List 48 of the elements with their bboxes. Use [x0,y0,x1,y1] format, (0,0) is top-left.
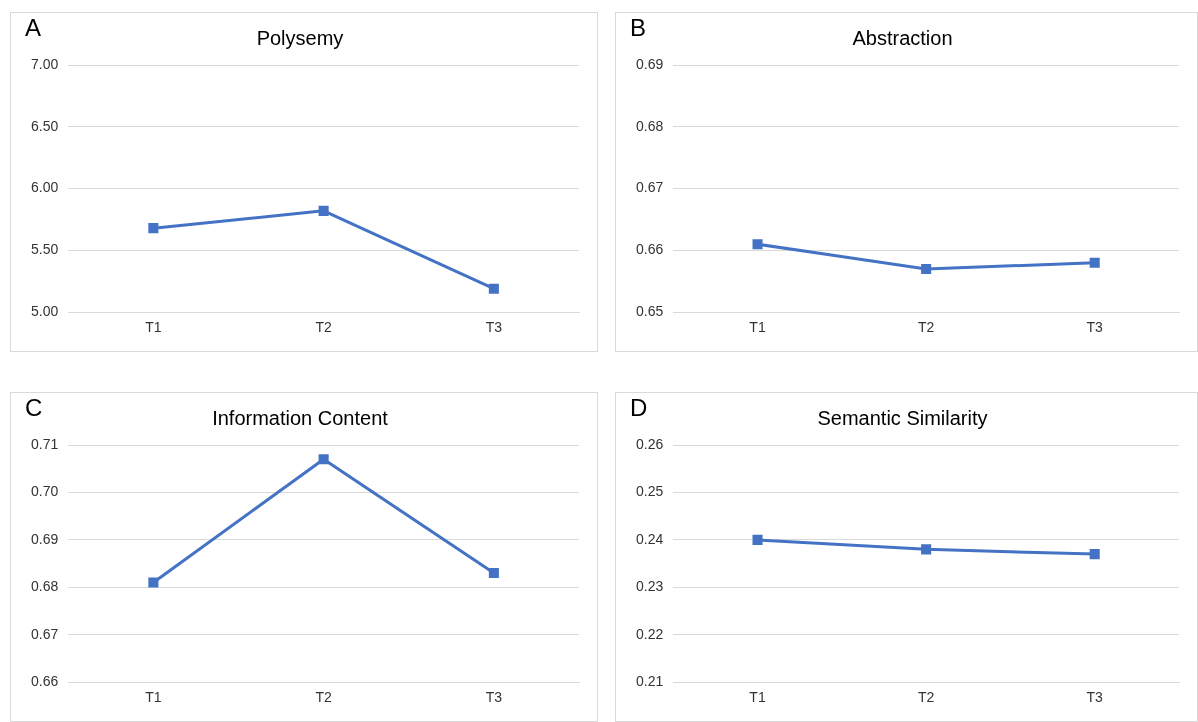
text: B [630,13,647,41]
x-tick-label: T2 [917,319,935,336]
x-tick-label: T3 [1086,689,1104,706]
y-tick-label: 0.66 [636,241,664,258]
y-tick-label: 7.00 [31,55,59,72]
text: A [25,13,42,41]
chart-title: Semantic Similarity [817,406,988,429]
x-tick-label: T3 [485,319,503,336]
y-tick-label: 0.65 [636,303,664,320]
chart-title: Abstraction [852,26,953,49]
y-tick-label: 0.67 [636,179,664,196]
chart-title: Information Content [212,406,389,429]
point [488,568,499,579]
x-tick-label: T3 [1086,319,1104,336]
x-tick-label: T2 [315,319,332,336]
y-tick-label: 0.70 [31,483,59,500]
y-tick-label: 0.25 [636,483,664,500]
x-tick-label: T1 [145,319,162,336]
y-tick-label: 0.69 [31,530,59,547]
point [148,223,159,234]
point [148,577,159,588]
x-tick-label: T3 [485,689,503,706]
y-tick-label: 0.24 [636,530,664,547]
y-tick-label: 0.66 [31,673,59,690]
y-tick-label: 0.69 [636,55,664,72]
y-tick-label: 5.00 [31,303,59,320]
y-tick-label: 0.71 [31,435,59,452]
x-tick-label: T2 [917,689,935,706]
y-tick-label: 5.50 [31,241,59,258]
x-tick-label: T2 [315,689,332,706]
y-tick-label: 0.26 [636,435,664,452]
y-tick-label: 0.22 [636,625,664,642]
text: C [25,393,43,421]
x-tick-label: T1 [749,689,766,706]
y-tick-label: 6.00 [31,179,59,196]
x-tick-label: T1 [145,689,162,706]
text: D [630,393,648,421]
y-tick-label: 0.21 [636,673,664,690]
point [318,454,329,465]
y-tick-label: 0.68 [636,117,664,134]
point [318,205,329,216]
x-tick-label: T1 [749,319,766,336]
y-tick-label: 0.68 [31,578,59,595]
y-tick-label: 0.67 [31,625,59,642]
chart-title: Polysemy [256,26,344,49]
y-tick-label: 0.23 [636,578,664,595]
point [488,283,499,294]
y-tick-label: 6.50 [31,117,59,134]
